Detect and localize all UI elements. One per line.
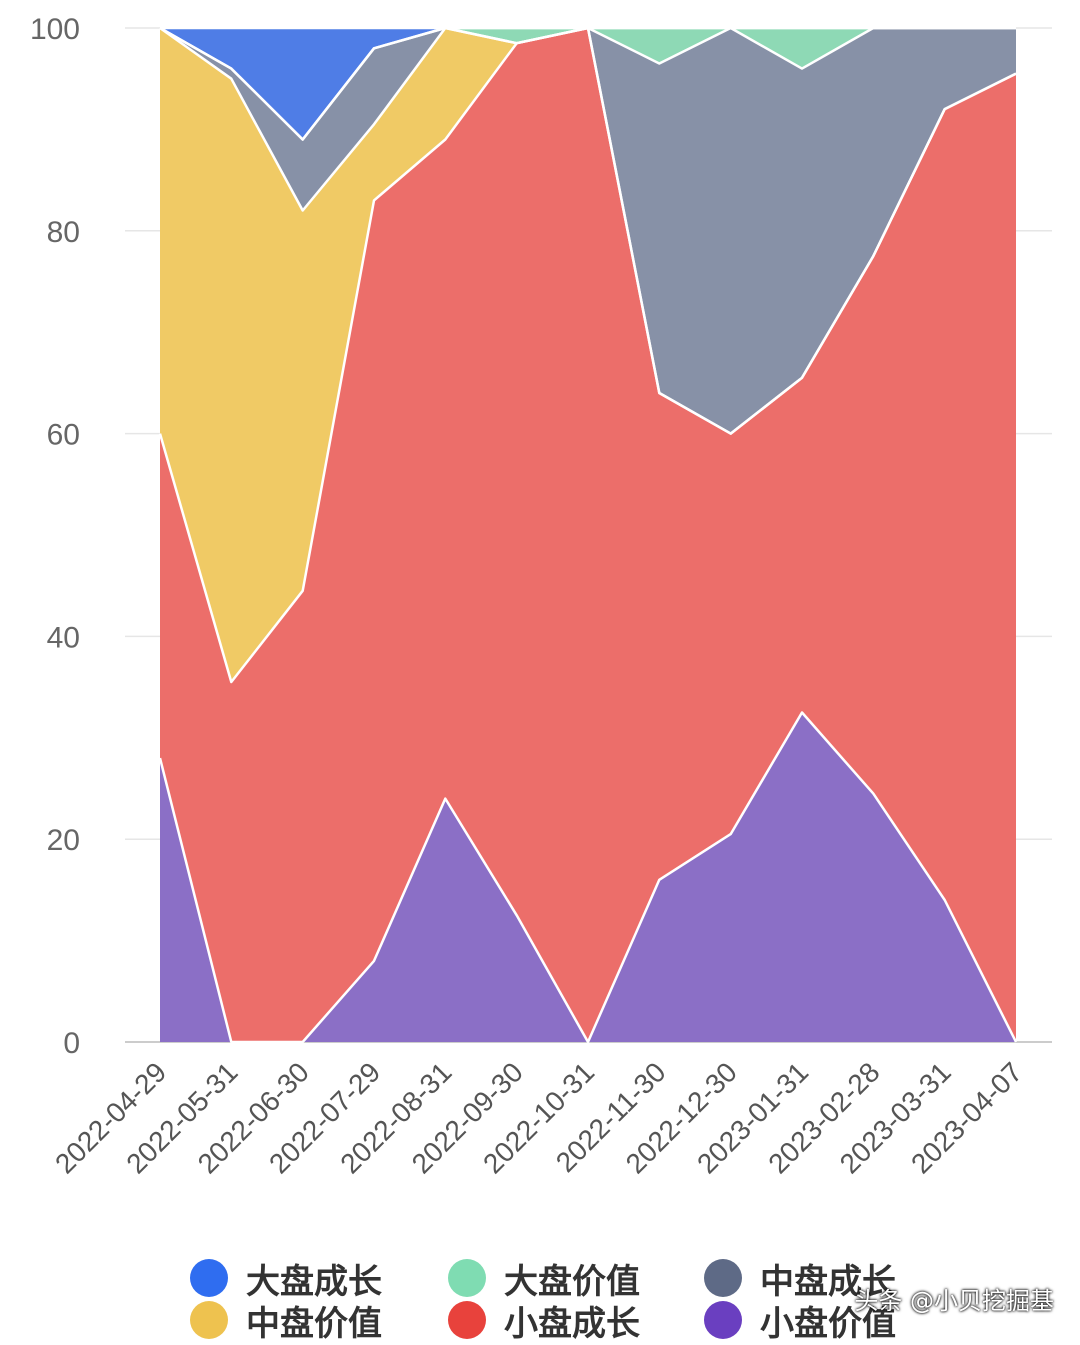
series-line-0 (158, 711, 1018, 1044)
y-tick-label: 100 (30, 13, 80, 46)
y-tick-label: 20 (47, 824, 80, 857)
legend-item-mid-growth[interactable]: 中盘成长 (704, 1256, 896, 1302)
area-series (158, 26, 1018, 1044)
legend-dot-icon (448, 1259, 486, 1297)
legend-label: 小盘成长 (504, 1303, 640, 1344)
legend-label: 小盘价值 (760, 1303, 896, 1344)
area-series-2[interactable] (160, 28, 1016, 682)
legend-label: 中盘价值 (246, 1303, 382, 1344)
legend-item-large-value[interactable]: 大盘价值 (448, 1256, 640, 1302)
y-tick-label: 60 (47, 419, 80, 452)
area-series-1[interactable] (160, 28, 1016, 1042)
legend-label: 中盘成长 (760, 1261, 896, 1302)
area-series-5[interactable] (160, 28, 1016, 140)
area-series-4[interactable] (160, 28, 1016, 140)
legend-label: 大盘价值 (504, 1261, 640, 1302)
legend-item-mid-value[interactable]: 中盘价值 (190, 1298, 382, 1344)
area-series-0[interactable] (160, 712, 1016, 1043)
legend-dot-icon (190, 1301, 228, 1339)
y-tick-label: 0 (63, 1027, 80, 1060)
legend-dot-icon (704, 1301, 742, 1339)
x-axis-ticks: 2022-04-292022-05-312022-06-302022-07-29… (49, 1056, 1028, 1179)
watermark: 头条 @小贝挖掘基 (854, 1287, 1054, 1315)
legend-label: 大盘成长 (246, 1261, 382, 1302)
stacked-area-chart: 0 20 40 60 80 100 2022-04-292022-05-312022-06… (30, 13, 1052, 1180)
legend-dot-icon (190, 1259, 228, 1297)
legend-dot-icon (704, 1259, 742, 1297)
legend-item-small-value[interactable]: 小盘价值 (704, 1298, 896, 1344)
legend-dot-icon (448, 1301, 486, 1339)
legend-item-small-growth[interactable]: 小盘成长 (448, 1298, 640, 1344)
area-series-3[interactable] (160, 28, 1016, 434)
legend: 大盘成长 大盘价值 中盘成长 中盘价值 小盘成长 小盘价值 (0, 1250, 1080, 1344)
legend-item-large-growth[interactable]: 大盘成长 (190, 1256, 382, 1302)
y-tick-label: 80 (47, 216, 80, 249)
y-axis-ticks: 0 20 40 60 80 100 (30, 13, 80, 1060)
y-tick-label: 40 (47, 621, 80, 654)
